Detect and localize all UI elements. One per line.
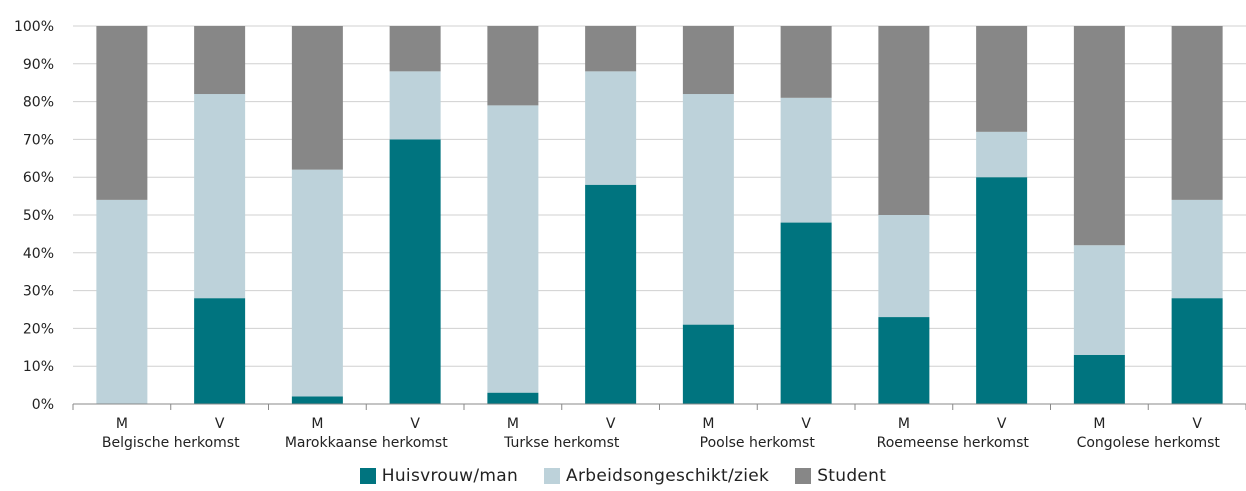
x-axis: M V M V M V M V M V M V Belgische herkomst Marokkaans… bbox=[72, 403, 1246, 451]
bar-segment bbox=[1171, 26, 1223, 200]
legend-item-huisvrouw: Huisvrouw/man bbox=[359, 466, 519, 486]
bar-segment bbox=[780, 26, 832, 98]
y-tick-label: 40% bbox=[23, 246, 54, 262]
bar-segment bbox=[878, 215, 930, 318]
x-tick-label: V bbox=[801, 416, 811, 432]
bar-segment bbox=[291, 169, 343, 397]
y-tick-label: 90% bbox=[23, 57, 54, 73]
bar-segment bbox=[1171, 298, 1223, 404]
legend-swatch bbox=[544, 468, 561, 484]
x-tick-label: M bbox=[311, 416, 323, 432]
bar-segment bbox=[878, 317, 930, 404]
bar-segment bbox=[780, 97, 832, 223]
bar-segment bbox=[585, 71, 637, 185]
bar-segment bbox=[291, 396, 343, 404]
bar-segment bbox=[780, 222, 832, 404]
bar-segment bbox=[976, 131, 1028, 178]
x-tick-label: M bbox=[507, 416, 519, 432]
legend-item-arbeidsongeschikt: Arbeidsongeschikt/ziek bbox=[544, 466, 769, 486]
bar-segment bbox=[291, 26, 343, 170]
bar-segment bbox=[976, 26, 1028, 132]
bar-segment bbox=[487, 105, 539, 393]
y-tick-label: 50% bbox=[23, 208, 54, 224]
y-tick-label: 70% bbox=[23, 132, 54, 148]
bar-segment bbox=[389, 26, 441, 72]
y-tick-label: 20% bbox=[23, 321, 54, 337]
bar-segment bbox=[682, 324, 734, 404]
x-tick-label: M bbox=[702, 416, 714, 432]
bar-segment bbox=[585, 26, 637, 72]
y-tick-label: 10% bbox=[23, 359, 54, 375]
bar-segment bbox=[1073, 354, 1125, 404]
x-group-label: Congolese herkomst bbox=[1077, 435, 1221, 451]
x-tick-label: V bbox=[997, 416, 1007, 432]
bar-segment bbox=[682, 94, 734, 325]
bar-segment bbox=[96, 26, 148, 200]
x-group-label: Turkse herkomst bbox=[503, 435, 620, 451]
y-tick-label: 30% bbox=[23, 284, 54, 300]
x-tick-label: M bbox=[116, 416, 128, 432]
legend-swatch bbox=[795, 468, 812, 484]
bar-segment bbox=[976, 177, 1028, 404]
legend-swatch bbox=[359, 468, 376, 484]
legend-label: Arbeidsongeschikt/ziek bbox=[566, 466, 770, 486]
legend-label: Huisvrouw/man bbox=[381, 466, 519, 486]
bar-segment bbox=[487, 392, 539, 404]
y-tick-label: 80% bbox=[23, 95, 54, 111]
bar-segment bbox=[194, 94, 246, 299]
x-group-label: Marokkaanse herkomst bbox=[285, 435, 448, 451]
x-tick-label: V bbox=[1192, 416, 1202, 432]
x-group-label: Poolse herkomst bbox=[700, 435, 816, 451]
legend-item-student: Student bbox=[795, 466, 886, 486]
bar-segment bbox=[194, 26, 246, 95]
bar-segment bbox=[1073, 26, 1125, 246]
y-tick-label: 100% bbox=[14, 19, 54, 35]
bar-segment bbox=[1171, 199, 1223, 299]
x-group-label: Roemeense herkomst bbox=[877, 435, 1030, 451]
y-tick-label: 0% bbox=[32, 397, 54, 413]
bar-segment bbox=[878, 26, 930, 215]
bars bbox=[96, 26, 1223, 404]
bar-segment bbox=[487, 26, 539, 106]
bar-segment bbox=[389, 71, 441, 140]
y-tick-labels: 0% 10% 20% 30% 40% 50% 60% 70% 80% 90% 100% bbox=[14, 19, 54, 413]
stacked-bar-chart: 0% 10% 20% 30% 40% 50% 60% 70% 80% 90% 100% M V M V M V… bbox=[14, 19, 1246, 451]
x-tick-label: V bbox=[410, 416, 420, 432]
legend-label: Student bbox=[817, 466, 887, 486]
x-tick-label: M bbox=[898, 416, 910, 432]
bar-segment bbox=[1073, 245, 1125, 355]
bar-segment bbox=[682, 26, 734, 95]
bar-segment bbox=[194, 298, 246, 404]
x-tick-label: V bbox=[606, 416, 616, 432]
bar-segment bbox=[96, 199, 148, 404]
x-tick-label: M bbox=[1093, 416, 1105, 432]
legend: Huisvrouw/man Arbeidsongeschikt/ziek Stu… bbox=[0, 463, 1246, 489]
gridlines bbox=[73, 25, 1246, 367]
y-tick-label: 60% bbox=[23, 170, 54, 186]
bar-segment bbox=[585, 184, 637, 404]
x-group-label: Belgische herkomst bbox=[102, 435, 240, 451]
x-tick-label: V bbox=[215, 416, 225, 432]
bar-segment bbox=[389, 139, 441, 404]
